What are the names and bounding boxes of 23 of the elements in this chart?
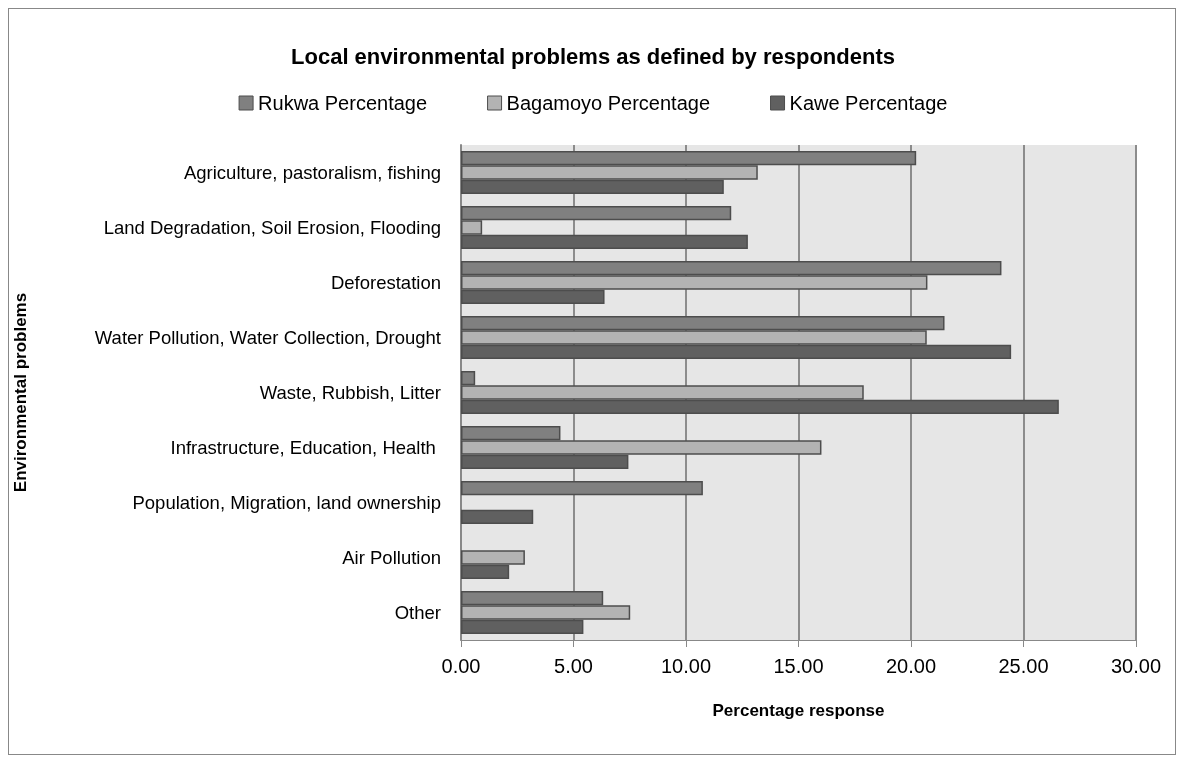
y-tick-label: Population, Migration, land ownership [132, 492, 441, 513]
legend-label: Rukwa Percentage [258, 92, 428, 114]
x-axis-title: Percentage response [712, 701, 885, 720]
y-tick-label: Land Degradation, Soil Erosion, Flooding [103, 217, 441, 238]
x-tick-label: 15.00 [773, 655, 824, 677]
x-tick-label: 0.00 [441, 655, 481, 677]
y-tick-label: Deforestation [330, 272, 441, 293]
x-tick-label: 25.00 [998, 655, 1049, 677]
x-tick-label: 30.00 [1110, 655, 1162, 677]
bar [461, 509, 534, 524]
y-tick-label: Waste, Rubbish, Litter [259, 382, 441, 403]
y-tick-label: Agriculture, pastoralism, fishing [183, 162, 441, 183]
y-tick-label: Air Pollution [342, 547, 441, 568]
legend-label: Bagamoyo Percentage [506, 92, 711, 114]
y-tick-label: Water Pollution, Water Collection, Drought [94, 327, 441, 348]
y-tick-label: Other [394, 602, 441, 623]
y-tick-label: Infrastructure, Education, Health [170, 437, 441, 458]
x-tick-label: 20.00 [885, 655, 937, 677]
x-tick-label: 5.00 [554, 655, 593, 677]
legend-label: Kawe Percentage [789, 92, 948, 114]
x-tick-label: 10.00 [660, 655, 712, 677]
chart-title: Local environmental problems as defined by respondents [291, 43, 895, 69]
y-axis-title: Environmental problems [11, 292, 30, 493]
